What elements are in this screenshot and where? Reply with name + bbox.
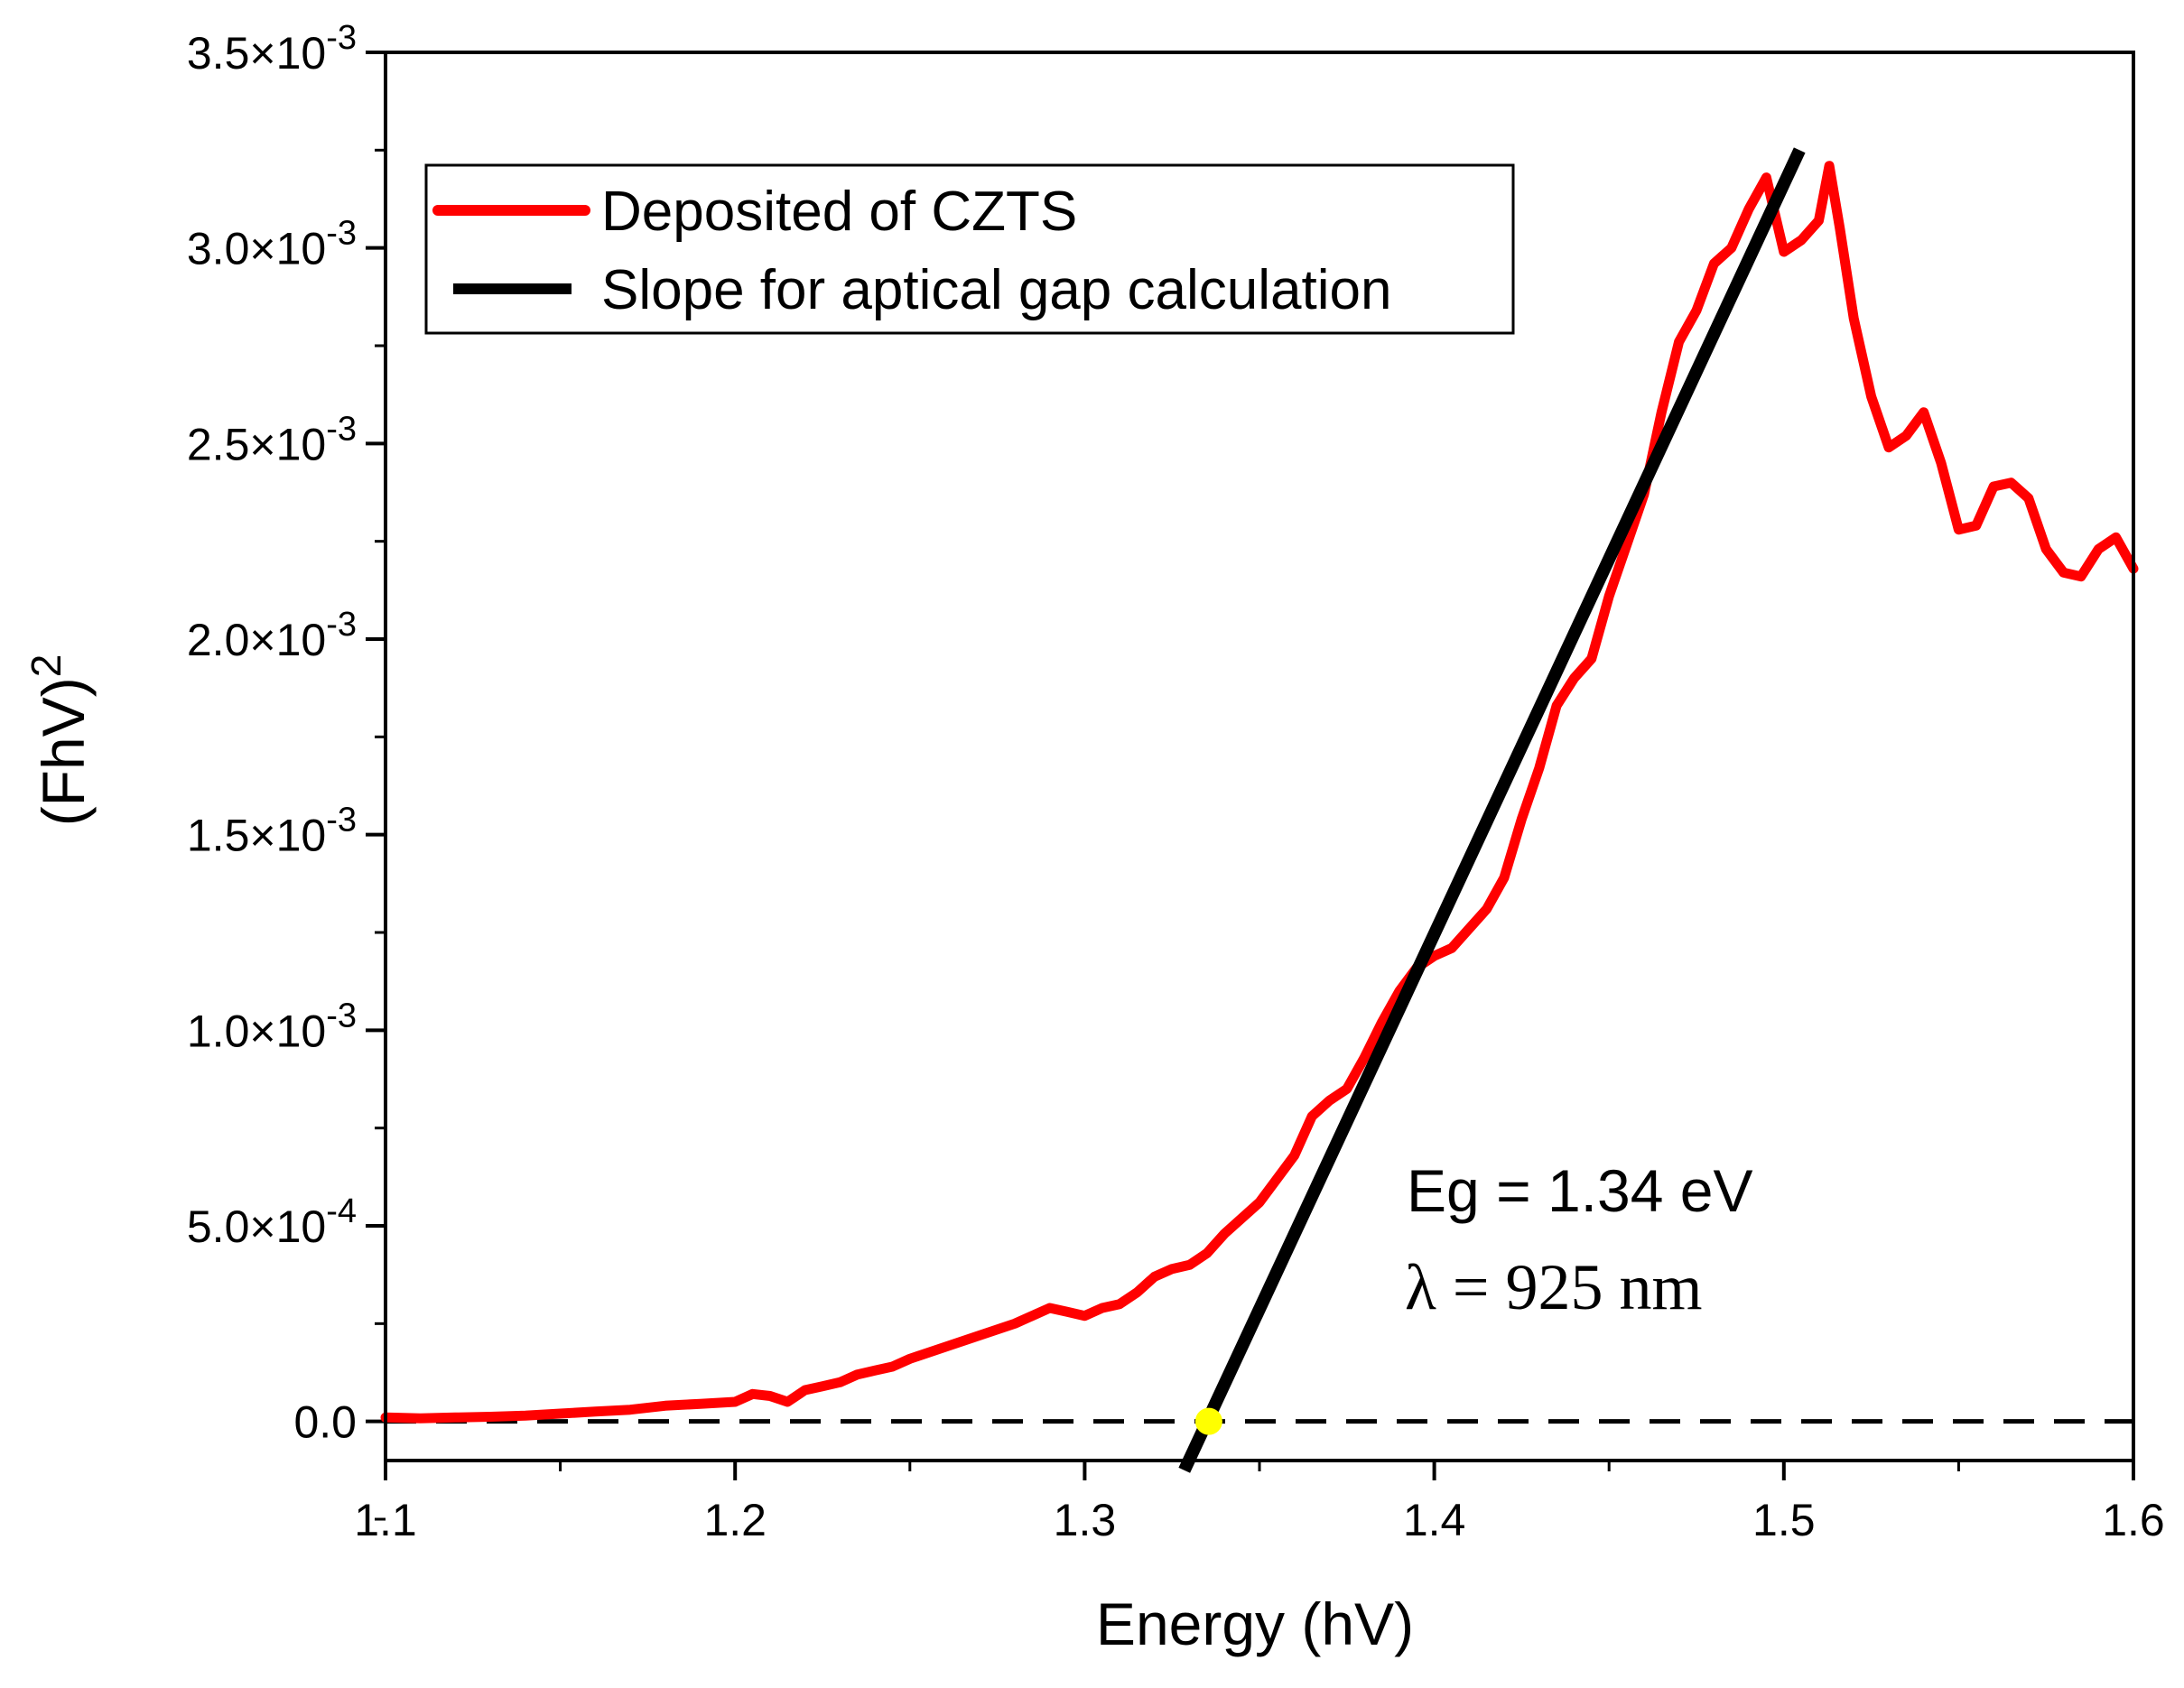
y-tick-label: 2.0×10-3: [187, 606, 357, 665]
y-tick-exponent: -3: [326, 606, 357, 644]
x-tick-label: 1.4: [1403, 1495, 1466, 1545]
y-tick-exponent: -3: [326, 802, 357, 839]
y-tick-mantissa: 3.5×10: [187, 28, 326, 79]
legend-label-slope: Slope for aptical gap calculation: [601, 259, 1391, 321]
legend-label-deposited: Deposited of CZTS: [601, 181, 1077, 243]
y-tick-label: 3.0×10-3: [187, 215, 357, 274]
y-tick-label: 1.0×10-3: [187, 997, 357, 1056]
y-tick-label: 0.0: [293, 1397, 357, 1448]
y-tick-label: 5.0×10-4: [187, 1192, 357, 1252]
y-tick-mantissa: 1.5×10: [187, 811, 326, 861]
y-tick-mantissa: 2.0×10: [187, 615, 326, 665]
x-tick-label: 1.5: [1752, 1495, 1816, 1545]
y-tick-exponent: -4: [326, 1192, 357, 1230]
y-tick-label: 2.5×10-3: [187, 410, 357, 469]
intercept-point: [1194, 1407, 1222, 1435]
x-tick-label: 1.6: [2102, 1495, 2165, 1545]
y-tick-mantissa: 5.0×10: [187, 1201, 326, 1252]
deposited-czts-curve: [380, 161, 2139, 1424]
annotation-eg: Eg = 1.34 eV: [1407, 1157, 1752, 1224]
y-axis-title-base: (FhV): [30, 677, 97, 826]
plot-area: [380, 147, 2139, 1473]
tick-labels: 1.1 1.2 1.3 1.4 1.5 1.60.05.0×10-41.0×10-31.5…: [187, 19, 2165, 1545]
x-tick-label: 1.3: [1054, 1495, 1117, 1545]
y-tick-mantissa: 1.0×10: [187, 1006, 326, 1056]
x-tick-label: 1.2: [703, 1495, 767, 1545]
slope-line: [1178, 147, 1806, 1473]
annotation-lambda: λ = 925 nm: [1405, 1251, 1703, 1323]
y-tick-mantissa: 2.5×10: [187, 419, 326, 469]
y-tick-label: 1.5×10-3: [187, 802, 357, 861]
y-tick-exponent: -3: [326, 997, 357, 1034]
y-tick-label: 3.5×10-3: [187, 19, 357, 79]
y-tick-exponent: -3: [326, 19, 357, 57]
legend-box: [424, 163, 1515, 335]
y-axis-title: (FhV)2: [23, 654, 97, 827]
y-tick-exponent: -3: [326, 410, 357, 448]
plot-frame: [384, 51, 2135, 1462]
legend: Deposited of CZTS Slope for aptical gap …: [424, 163, 1515, 335]
x-axis-title: Energy (hV): [1096, 1591, 1414, 1657]
y-tick-exponent: -3: [326, 215, 357, 253]
x-tick-label: 1.1: [354, 1495, 417, 1545]
y-tick-mantissa: 3.0×10: [187, 224, 326, 274]
y-axis-title-sup: 2: [23, 654, 70, 678]
